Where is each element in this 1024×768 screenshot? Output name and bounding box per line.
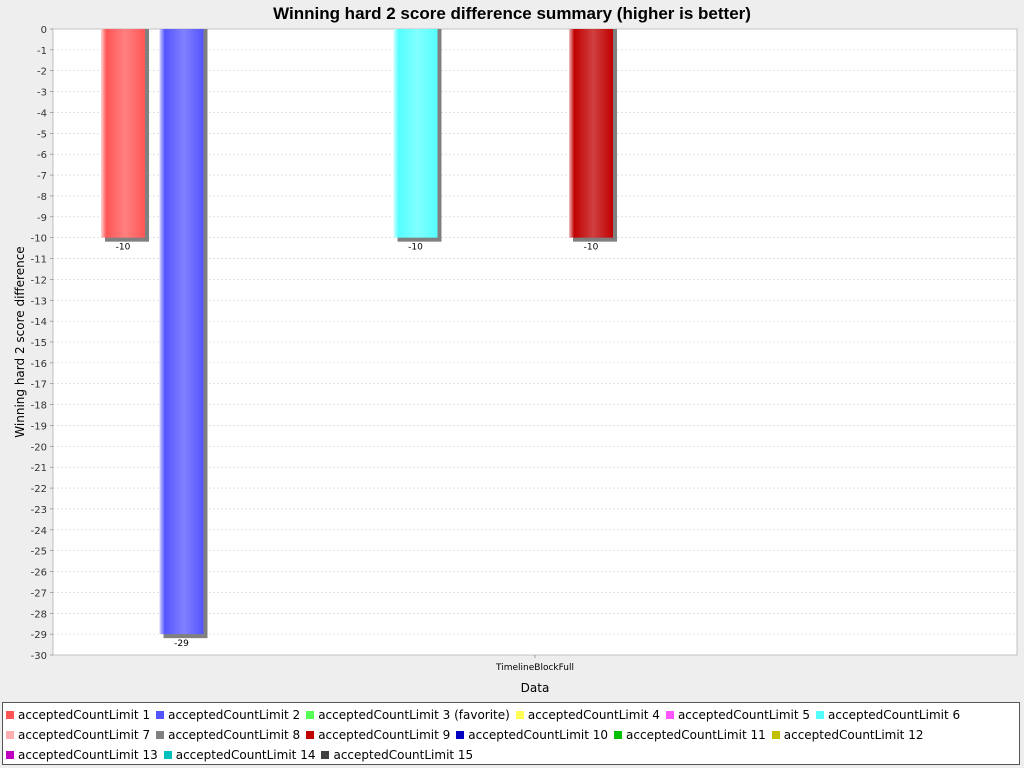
y-tick-label: -14 (31, 317, 47, 328)
legend-item: acceptedCountLimit 11 (614, 725, 766, 745)
bar (569, 29, 613, 238)
data-label: -10 (584, 243, 599, 253)
y-axis-title: Winning hard 2 score difference (13, 246, 27, 437)
y-tick-label: -13 (31, 296, 47, 307)
y-tick-label: -20 (31, 442, 47, 453)
y-tick-label: -23 (31, 505, 47, 516)
y-tick-label: -3 (37, 88, 47, 99)
legend-label: acceptedCountLimit 7 (18, 728, 151, 742)
legend-label: acceptedCountLimit 13 (18, 748, 158, 762)
grid-lines (53, 28, 1017, 656)
legend-swatch (515, 711, 524, 719)
legend-label: acceptedCountLimit 8 (168, 728, 301, 742)
legend-item: acceptedCountLimit 8 (156, 725, 300, 745)
y-tick-label: 0 (41, 25, 47, 36)
legend-swatch (306, 711, 315, 719)
y-tick-label: -2 (37, 67, 47, 78)
y-tick-label: -16 (31, 359, 47, 370)
legend-swatch (614, 731, 623, 739)
legend-swatch (665, 711, 674, 719)
legend-label: acceptedCountLimit 15 (333, 748, 474, 762)
data-label: -29 (174, 639, 189, 649)
y-tick-label: -28 (31, 609, 47, 620)
y-tick-label: -18 (31, 401, 47, 412)
legend: acceptedCountLimit 1 acceptedCountLimit 2… (2, 702, 1020, 765)
legend-item: acceptedCountLimit 2 (156, 705, 300, 725)
y-tick-label: -7 (37, 171, 47, 182)
legend-swatch (321, 751, 330, 759)
y-axis-ticks: 0 -1 -2 -3 -4 -5 -6 -7 -8 -9 -10 -11 -12 -13 -14 -15 -16… (31, 25, 536, 662)
y-tick-label: -11 (31, 255, 47, 266)
legend-item: acceptedCountLimit 9 (306, 725, 450, 745)
y-tick-label: -1 (37, 46, 47, 57)
bar (159, 29, 204, 635)
chart-title: Winning hard 2 score difference summary … (273, 4, 751, 23)
legend-swatch (6, 731, 14, 739)
legend-swatch (816, 711, 825, 719)
y-tick-label: -8 (37, 192, 47, 203)
legend-swatch (306, 731, 315, 739)
legend-swatch (156, 731, 165, 739)
legend-label: acceptedCountLimit 12 (783, 728, 924, 742)
legend-label: acceptedCountLimit 5 (677, 708, 811, 722)
legend-swatch (456, 731, 465, 739)
legend-swatch (6, 751, 14, 759)
legend-item: acceptedCountLimit 6 (816, 705, 960, 725)
legend-label: acceptedCountLimit 9 (318, 728, 451, 742)
y-tick-label: -4 (37, 108, 47, 119)
bar (101, 29, 145, 238)
y-tick-label: -27 (31, 588, 47, 599)
category-label: TimelineBlockFull (495, 663, 574, 673)
legend-label: acceptedCountLimit 14 (175, 748, 316, 762)
data-label: -10 (116, 243, 131, 253)
legend-label: acceptedCountLimit 1 (18, 708, 151, 722)
y-tick-label: -22 (31, 484, 47, 495)
legend-swatch (156, 711, 165, 719)
legend-item: acceptedCountLimit 5 (665, 705, 811, 725)
legend-swatch (6, 711, 14, 719)
legend-item: acceptedCountLimit 15 (321, 745, 473, 765)
y-tick-label: -24 (31, 526, 47, 537)
legend-label: acceptedCountLimit 10 (468, 728, 609, 742)
y-tick-label: -12 (31, 275, 47, 286)
y-tick-label: -30 (31, 651, 47, 662)
legend-item: acceptedCountLimit 1 (6, 705, 150, 725)
y-tick-label: -9 (37, 213, 47, 224)
y-tick-label: -29 (31, 630, 47, 641)
bar-chart: Winning hard 2 score difference summary … (13, 4, 1018, 695)
legend-item: acceptedCountLimit 3 (favorite) (306, 705, 510, 725)
legend-label: acceptedCountLimit 4 (527, 708, 660, 722)
legend-label: acceptedCountLimit 11 (626, 728, 766, 742)
y-tick-label: -25 (31, 547, 47, 558)
legend-label: acceptedCountLimit 6 (828, 708, 961, 722)
legend-swatch (771, 731, 780, 739)
legend-label: acceptedCountLimit 3 (favorite) (318, 708, 510, 722)
y-tick-label: -6 (37, 150, 47, 161)
bars (101, 29, 617, 639)
legend-item: acceptedCountLimit 4 (515, 705, 660, 725)
legend-label: acceptedCountLimit 2 (168, 708, 301, 722)
y-tick-label: -17 (31, 380, 47, 391)
legend-item: acceptedCountLimit 12 (771, 725, 924, 745)
y-tick-label: -21 (31, 463, 47, 474)
legend-item: acceptedCountLimit 13 (6, 745, 158, 765)
y-tick-label: -26 (31, 568, 47, 579)
y-tick-label: -5 (37, 129, 47, 140)
legend-swatch (163, 751, 172, 759)
legend-item: acceptedCountLimit 14 (163, 745, 316, 765)
y-tick-label: -15 (31, 338, 47, 349)
legend-item: acceptedCountLimit 7 (6, 725, 150, 745)
y-tick-label: -10 (31, 234, 47, 245)
legend-item: acceptedCountLimit 10 (456, 725, 608, 745)
data-labels: -10 -29 -10 -10 (116, 243, 599, 649)
x-axis-title: Data (521, 681, 550, 695)
y-tick-label: -19 (31, 421, 47, 432)
bar (393, 29, 438, 238)
data-label: -10 (408, 243, 423, 253)
